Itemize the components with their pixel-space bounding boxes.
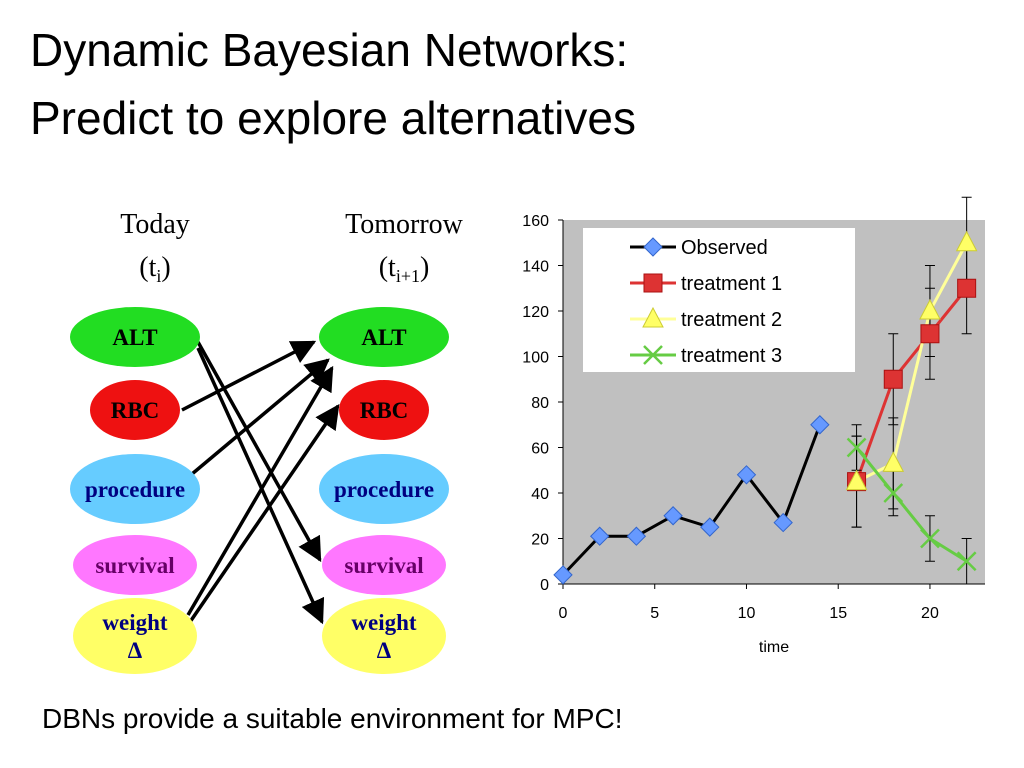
column-heading: Today bbox=[120, 209, 190, 240]
node-label: RBC bbox=[360, 398, 409, 423]
arrows bbox=[181, 340, 340, 625]
node-label: ALT bbox=[361, 325, 406, 350]
node-label: Δ bbox=[377, 638, 392, 663]
time-close: ) bbox=[420, 252, 429, 283]
point bbox=[955, 230, 978, 252]
point bbox=[956, 551, 977, 572]
node-label: ALT bbox=[112, 325, 157, 350]
column-time: (ti) bbox=[139, 252, 170, 286]
time-close: ) bbox=[161, 252, 170, 283]
node bbox=[322, 598, 446, 674]
arrow bbox=[196, 341, 322, 563]
point bbox=[736, 465, 757, 485]
y-tick-label: 20 bbox=[531, 532, 549, 549]
series-line bbox=[855, 287, 968, 483]
y-tick-label: 160 bbox=[522, 213, 549, 230]
point bbox=[589, 526, 610, 546]
y-tick-label: 140 bbox=[522, 259, 549, 276]
time-open: (t bbox=[379, 252, 396, 283]
point bbox=[920, 324, 940, 344]
node bbox=[90, 380, 180, 440]
x-tick-label: 20 bbox=[921, 605, 939, 622]
point bbox=[553, 565, 573, 585]
y-tick-label: 80 bbox=[531, 395, 549, 412]
node bbox=[73, 535, 197, 595]
node bbox=[70, 307, 200, 367]
legend-label: treatment 3 bbox=[681, 345, 782, 367]
legend-marker bbox=[643, 273, 663, 293]
arrow bbox=[190, 358, 330, 476]
x-tick-label: 0 bbox=[559, 605, 568, 622]
chart: 0 20 40 60 80 100 120 140 160 0 5 10 15 20 time Observe… bbox=[522, 196, 985, 656]
node-label: weight bbox=[102, 610, 168, 635]
point bbox=[919, 298, 941, 320]
node-label: survival bbox=[344, 553, 423, 578]
footer: DBNs provide a suitable environment for … bbox=[42, 703, 622, 734]
arrow bbox=[181, 340, 317, 412]
node bbox=[73, 598, 197, 674]
point bbox=[957, 278, 977, 298]
y-tick-label: 0 bbox=[540, 577, 549, 594]
node-label: weight bbox=[351, 610, 417, 635]
node-label: RBC bbox=[111, 398, 160, 423]
node-label: survival bbox=[95, 553, 174, 578]
node bbox=[322, 535, 446, 595]
x-tick-label: 5 bbox=[650, 605, 659, 622]
legend-label: treatment 1 bbox=[681, 273, 782, 295]
legend-label: Observed bbox=[681, 237, 768, 259]
arrow bbox=[188, 403, 340, 623]
slide-title: Predict to explore alternatives bbox=[30, 92, 636, 144]
node-label: procedure bbox=[85, 477, 185, 502]
node bbox=[70, 454, 200, 524]
arrow bbox=[196, 347, 325, 625]
point bbox=[883, 483, 904, 503]
point bbox=[626, 526, 647, 546]
y-tick-label: 60 bbox=[531, 441, 549, 458]
point bbox=[845, 469, 868, 491]
point bbox=[883, 369, 903, 389]
node-label: procedure bbox=[334, 477, 434, 502]
y-tick-label: 100 bbox=[522, 350, 549, 367]
node bbox=[319, 307, 449, 367]
node bbox=[319, 454, 449, 524]
legend bbox=[583, 228, 855, 372]
legend-marker bbox=[642, 306, 664, 328]
slide-title: Dynamic Bayesian Networks: bbox=[30, 24, 628, 76]
x-tick-label: 15 bbox=[829, 605, 847, 622]
column-heading: Tomorrow bbox=[345, 209, 464, 240]
series-line bbox=[855, 446, 968, 563]
y-tick-label: 40 bbox=[531, 486, 549, 503]
point bbox=[882, 451, 905, 472]
time-sub: i bbox=[156, 266, 161, 286]
arrow bbox=[186, 365, 334, 616]
point bbox=[700, 517, 720, 537]
point bbox=[810, 415, 830, 435]
legend-label: treatment 2 bbox=[681, 309, 782, 331]
y-tick-label: 120 bbox=[522, 304, 549, 321]
node-label: Δ bbox=[128, 638, 143, 663]
point bbox=[663, 506, 683, 526]
point bbox=[846, 437, 867, 458]
legend-marker bbox=[643, 345, 663, 365]
node bbox=[339, 380, 429, 440]
time-sub: i+1 bbox=[396, 266, 420, 286]
column-time: (ti+1) bbox=[379, 252, 430, 286]
x-axis-label: time bbox=[759, 639, 789, 656]
legend-marker bbox=[643, 237, 663, 257]
point bbox=[773, 512, 793, 533]
point bbox=[920, 528, 940, 549]
time-open: (t bbox=[139, 252, 156, 283]
x-tick-label: 10 bbox=[738, 605, 756, 622]
